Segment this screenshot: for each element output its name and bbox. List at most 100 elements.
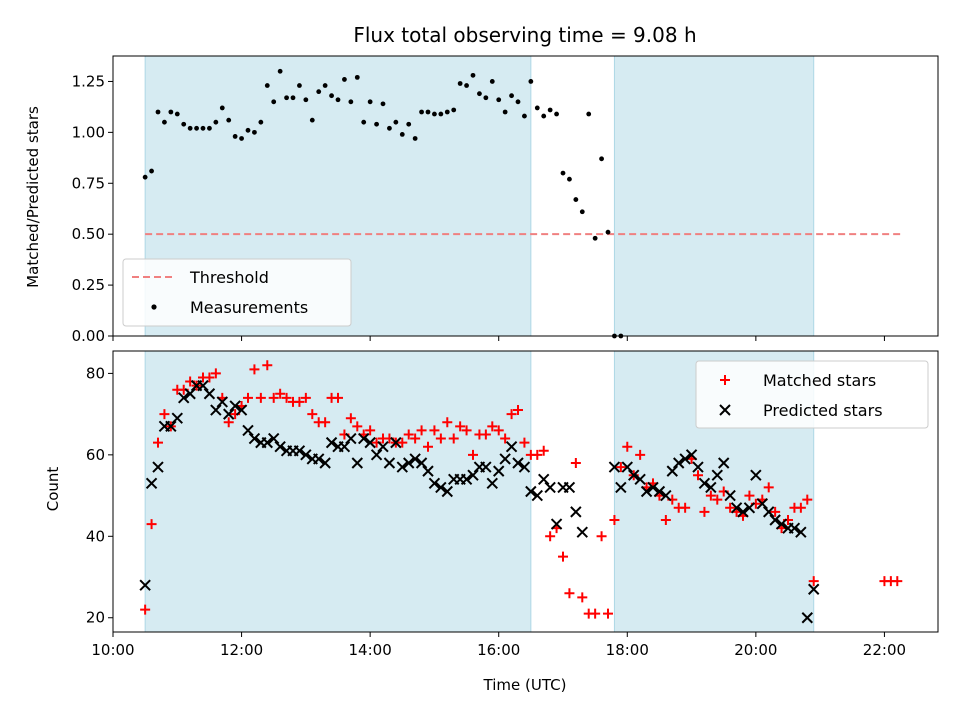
measurement-point (547, 107, 553, 113)
matched-star-marker (352, 421, 363, 432)
predicted-star-marker (801, 612, 813, 624)
matched-star-marker (603, 608, 613, 619)
measurement-point (155, 109, 161, 115)
matched-star-marker (763, 482, 774, 493)
measurement-point (477, 91, 482, 97)
matched-star-marker (808, 576, 819, 587)
matched-star-marker (397, 437, 408, 448)
measurement-point (432, 111, 437, 117)
measurement-point (181, 121, 187, 127)
matched-star-marker (140, 604, 151, 615)
predicted-star-marker (274, 440, 286, 453)
measurement-point (219, 105, 225, 111)
x-tick-label: 22:00 (863, 641, 906, 659)
measurement-point (399, 132, 405, 137)
predicted-star-marker (319, 457, 331, 469)
predicted-star-marker (788, 522, 801, 534)
measurement-point (502, 109, 508, 115)
measurement-point (528, 79, 534, 84)
measurement-point (252, 129, 257, 135)
predicted-star-marker (621, 461, 633, 473)
measurement-point (387, 125, 392, 131)
measurement-point (162, 119, 167, 125)
predicted-star-marker (210, 404, 222, 416)
predicted-star-marker (178, 392, 190, 404)
predicted-star-marker (403, 457, 415, 469)
matched-star-marker (435, 433, 446, 444)
matched-star-marker (423, 441, 433, 452)
predicted-star-marker (268, 432, 280, 445)
predicted-star-marker (325, 436, 338, 449)
x-tick-label: 20:00 (734, 641, 777, 659)
matched-star-marker (333, 392, 343, 403)
matched-star-marker (577, 592, 588, 603)
predicted-star-marker (248, 432, 261, 445)
predicted-star-marker (518, 461, 531, 473)
measurement-point (438, 111, 444, 117)
measurement-point (354, 74, 360, 80)
predicted-star-marker (493, 465, 505, 477)
bottom-y-tick-label: 60 (86, 446, 105, 464)
predicted-star-marker (685, 449, 698, 461)
matched-star-marker (693, 470, 703, 481)
matched-star-marker (320, 417, 331, 428)
predicted-star-marker (795, 526, 807, 538)
predicted-star-marker (724, 489, 736, 502)
top-y-tick-label: 0.50 (72, 225, 105, 243)
measurement-point (329, 93, 334, 99)
matched-star-marker (590, 608, 601, 619)
measurement-point (444, 109, 450, 115)
measurement-point (367, 99, 373, 105)
predicted-star-marker (531, 489, 543, 502)
matched-star-marker (558, 551, 568, 562)
predicted-star-marker (544, 481, 556, 494)
predicted-star-marker (480, 461, 492, 473)
matched-star-marker (468, 449, 478, 460)
top-y-tick-label: 0.25 (72, 276, 105, 294)
predicted-star-marker (640, 485, 653, 498)
measurement-point (470, 72, 476, 78)
measurement-point (573, 197, 579, 202)
bottom-y-tick-label: 40 (86, 527, 105, 545)
matched-star-marker (699, 506, 710, 517)
measurement-point (599, 156, 604, 162)
measurement-point (496, 97, 502, 103)
predicted-star-marker (351, 457, 363, 469)
top-y-axis-label: Matched/Predicted stars (24, 106, 42, 288)
matched-star-marker (712, 494, 723, 505)
measurement-point (271, 99, 277, 105)
x-tick-label: 10:00 (91, 641, 134, 659)
matched-star-marker (615, 462, 626, 473)
predicted-star-marker (769, 514, 781, 526)
predicted-star-marker (730, 502, 743, 514)
measurement-point (579, 209, 585, 215)
matched-star-marker (243, 392, 253, 403)
measurement-point (451, 107, 457, 113)
predicted-star-marker (711, 469, 723, 481)
matched-star-marker (795, 502, 806, 513)
measurement-point (194, 125, 199, 131)
measurement-point (264, 83, 270, 88)
measurement-point (522, 113, 527, 119)
predicted-star-marker (660, 489, 672, 502)
predicted-star-marker (145, 477, 158, 490)
predicted-star-marker (171, 412, 183, 424)
matched-star-marker (480, 429, 491, 440)
predicted-star-marker (634, 473, 646, 485)
legend-threshold-label: Threshold (189, 268, 269, 287)
measurement-point (406, 121, 412, 127)
bottom-y-axis-label: Count (44, 467, 62, 512)
matched-star-marker (892, 576, 903, 587)
predicted-star-marker (313, 453, 325, 465)
predicted-star-marker (293, 445, 306, 457)
predicted-star-marker (692, 461, 704, 473)
matched-star-marker (403, 429, 414, 440)
measurement-point (200, 125, 206, 131)
measurement-point (515, 99, 521, 105)
matched-star-marker (204, 372, 215, 383)
predicted-star-marker (756, 498, 768, 510)
measurement-point (335, 97, 341, 103)
measurement-point (592, 235, 598, 241)
measurement-point (316, 89, 322, 95)
